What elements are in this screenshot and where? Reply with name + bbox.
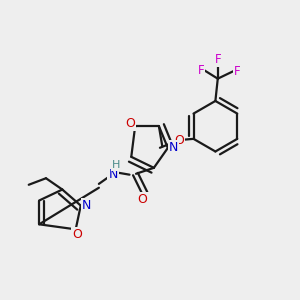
Text: O: O — [174, 134, 184, 147]
Text: O: O — [125, 117, 135, 130]
Text: F: F — [197, 64, 204, 77]
Text: H: H — [112, 160, 120, 170]
Text: F: F — [214, 53, 221, 66]
Text: N: N — [109, 168, 118, 181]
Text: F: F — [233, 65, 240, 78]
Text: N: N — [169, 141, 178, 154]
Text: N: N — [82, 199, 92, 212]
Text: O: O — [138, 194, 148, 206]
Text: O: O — [72, 228, 82, 241]
